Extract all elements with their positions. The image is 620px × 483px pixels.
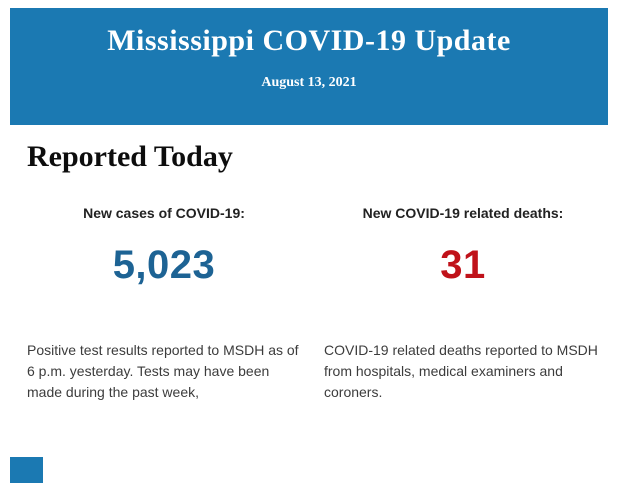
header-banner: Mississippi COVID-19 Update August 13, 2… — [10, 8, 608, 125]
report-date: August 13, 2021 — [261, 75, 357, 90]
stat-card-new-cases: New cases of COVID-19: 5,023 — [28, 205, 300, 288]
stat-card-new-deaths: New COVID-19 related deaths: 31 — [324, 205, 602, 288]
next-section-banner-corner — [10, 457, 43, 483]
section-title-reported-today: Reported Today — [27, 140, 233, 173]
new-deaths-label: New COVID-19 related deaths: — [362, 205, 564, 221]
new-cases-description: Positive test results reported to MSDH a… — [27, 342, 299, 400]
page-title: Mississippi COVID-19 Update — [107, 24, 511, 57]
new-cases-label: New cases of COVID-19: — [83, 205, 245, 221]
new-deaths-description: COVID-19 related deaths reported to MSDH… — [324, 342, 598, 400]
new-cases-value: 5,023 — [112, 243, 216, 287]
new-deaths-value: 31 — [440, 243, 486, 287]
